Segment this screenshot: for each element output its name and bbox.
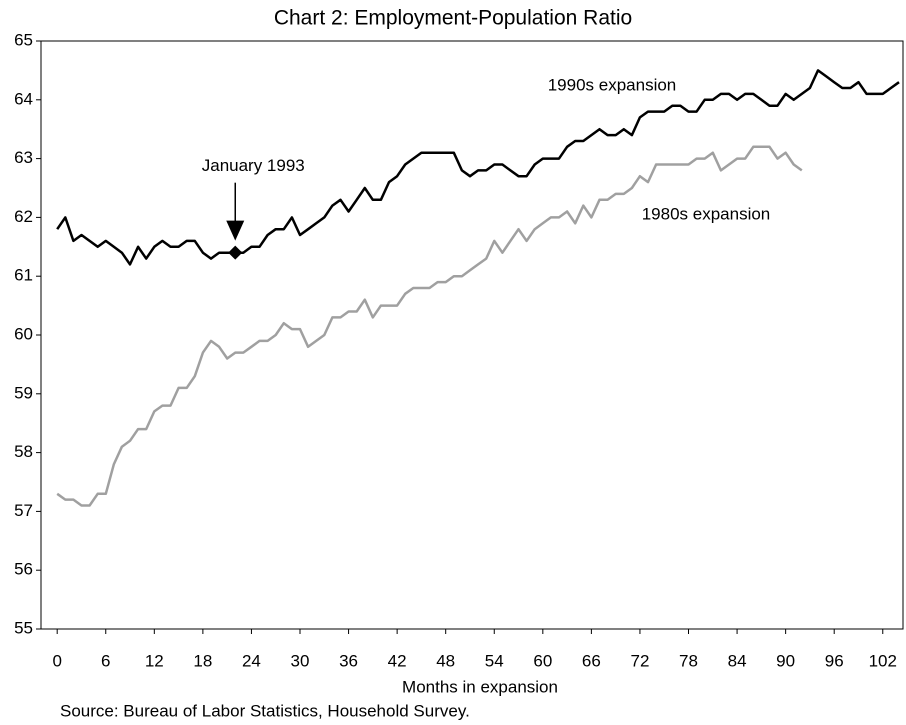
y-tick-label: 63 — [14, 148, 33, 167]
x-tick-label: 36 — [339, 651, 358, 670]
y-tick-label: 55 — [14, 618, 33, 637]
y-tick-label: 64 — [14, 89, 33, 108]
x-tick-label: 48 — [436, 651, 455, 670]
x-axis-label: Months in expansion — [402, 677, 558, 696]
annotation-arrowhead — [226, 220, 245, 241]
x-tick-label: 78 — [679, 651, 698, 670]
y-tick-label: 60 — [14, 324, 33, 343]
x-tick-label: 90 — [776, 651, 795, 670]
x-tick-label: 18 — [193, 651, 212, 670]
x-tick-label: 0 — [52, 651, 61, 670]
series-label: 1990s expansion — [548, 75, 677, 94]
x-tick-label: 60 — [533, 651, 552, 670]
x-tick-label: 84 — [728, 651, 747, 670]
y-tick-label: 56 — [14, 560, 33, 579]
series-line — [56, 69, 900, 266]
x-tick-label: 102 — [869, 651, 897, 670]
x-tick-label: 72 — [630, 651, 649, 670]
annotation-text: January 1993 — [202, 156, 305, 175]
x-tick-label: 6 — [101, 651, 110, 670]
y-tick-label: 57 — [14, 501, 33, 520]
x-tick-label: 24 — [242, 651, 261, 670]
series-line — [56, 145, 803, 507]
x-tick-label: 96 — [825, 651, 844, 670]
chart-title: Chart 2: Employment-Population Ratio — [274, 7, 632, 30]
y-tick-label: 61 — [14, 266, 33, 285]
x-tick-label: 12 — [145, 651, 164, 670]
source-note: Source: Bureau of Labor Statistics, Hous… — [60, 701, 470, 720]
x-tick-label: 66 — [582, 651, 601, 670]
y-tick-label: 59 — [14, 383, 33, 402]
series-label: 1980s expansion — [642, 204, 771, 223]
x-tick-label: 42 — [388, 651, 407, 670]
x-tick-label: 30 — [291, 651, 310, 670]
highlight-point — [228, 245, 243, 260]
y-tick-label: 58 — [14, 442, 33, 461]
y-tick-label: 62 — [14, 207, 33, 226]
x-tick-label: 54 — [485, 651, 504, 670]
y-tick-label: 65 — [14, 30, 33, 49]
plot-frame — [40, 40, 904, 630]
